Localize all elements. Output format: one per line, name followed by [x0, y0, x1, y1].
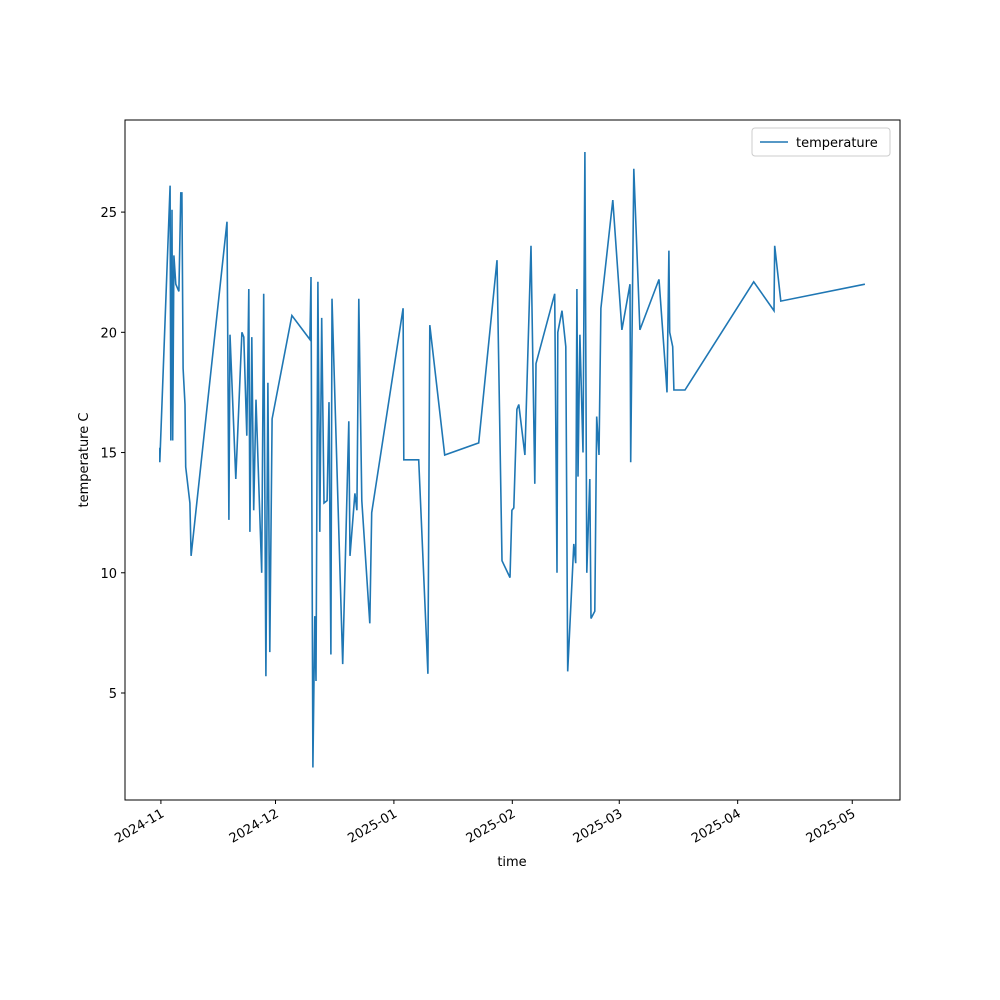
x-tick-label: 2025-05	[804, 806, 859, 846]
x-tick-label: 2025-04	[689, 806, 744, 846]
legend-label: temperature	[796, 136, 878, 151]
y-tick-label: 25	[100, 206, 117, 221]
y-tick-label: 15	[100, 447, 117, 462]
plot-frame	[124, 119, 901, 801]
y-tick-label: 20	[100, 326, 117, 341]
line	[159, 151, 866, 768]
x-tick-label: 2025-01	[345, 806, 400, 846]
legend-box	[751, 127, 891, 157]
x-tick-label: 2024-11	[112, 806, 167, 846]
x-tick-label: 2025-02	[464, 806, 519, 846]
y-tick-label: 10	[100, 567, 117, 582]
y-axis-label: temperature C	[77, 413, 92, 508]
x-tick-label: 2024-12	[227, 806, 282, 846]
x-axis-label: time	[497, 855, 526, 870]
y-tick-label: 5	[109, 687, 117, 702]
x-tick-label: 2025-03	[571, 806, 626, 846]
